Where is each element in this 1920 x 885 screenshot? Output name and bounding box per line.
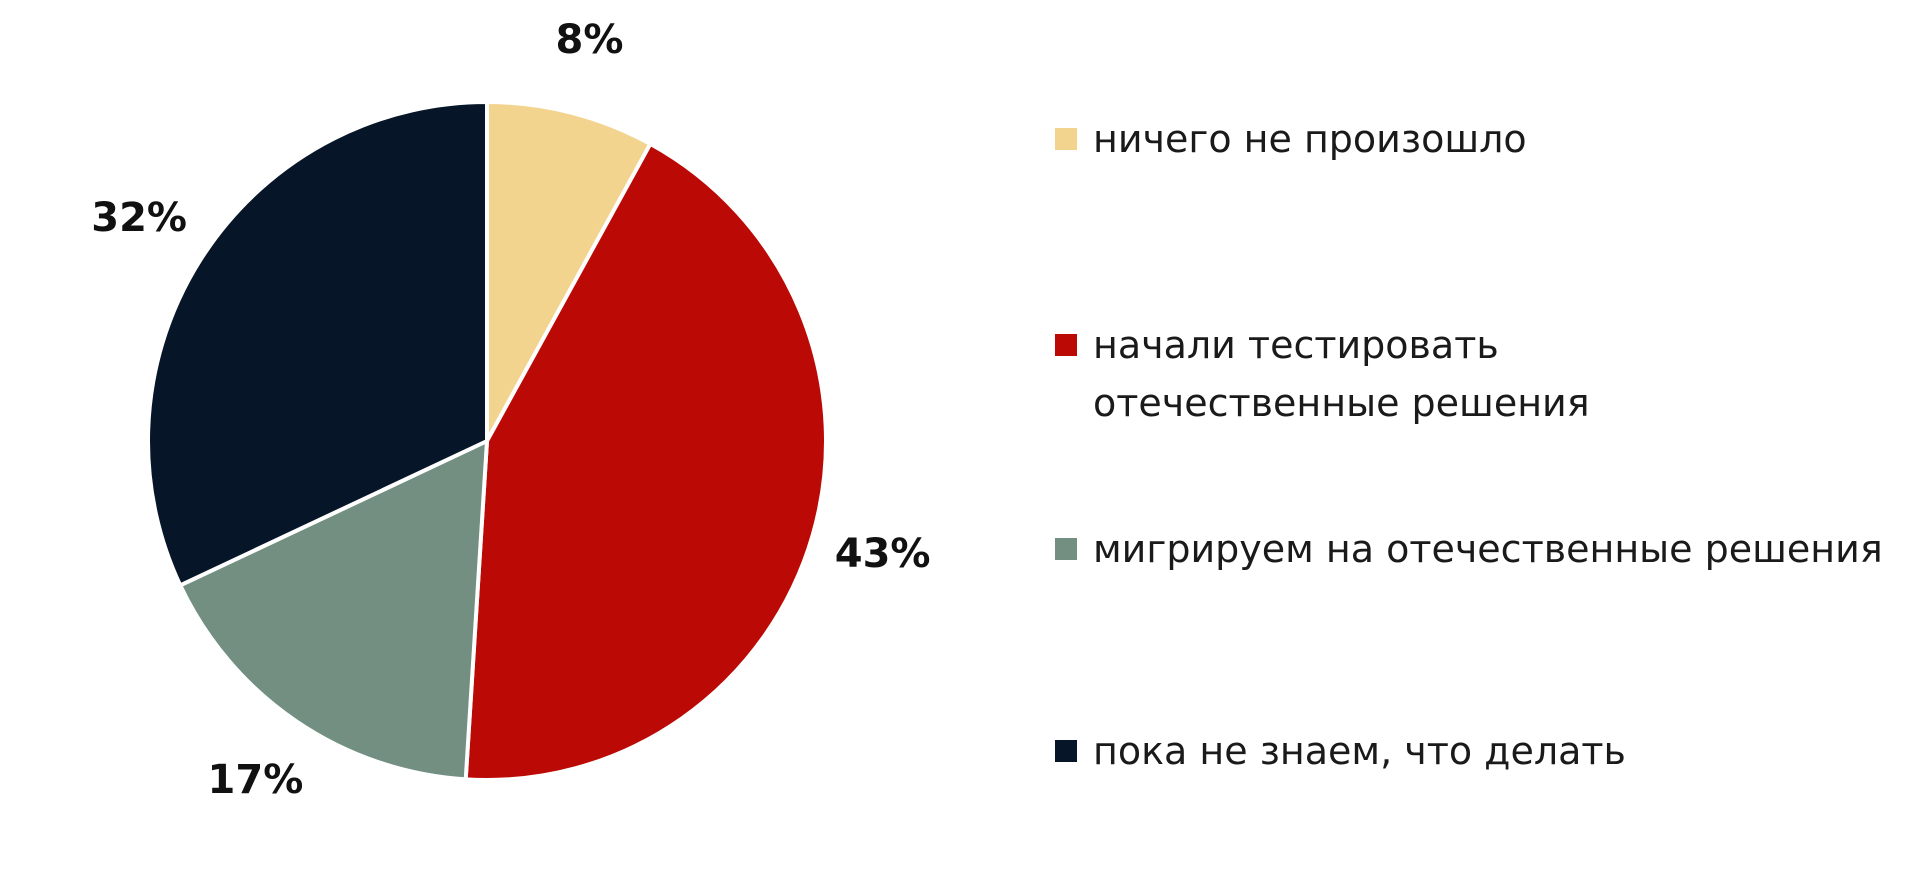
legend-swatch: [1055, 538, 1077, 560]
legend-label: пока не знаем, что делать: [1093, 729, 1626, 773]
pie-slice: [146, 100, 489, 588]
legend-swatch: [1055, 128, 1077, 150]
legend-item: начали тестировать отечественные решения: [1055, 316, 1653, 432]
pie-slice: [178, 439, 489, 782]
legend-label: начали тестировать отечественные решения: [1093, 323, 1590, 425]
legend-item: пока не знаем, что делать: [1055, 722, 1626, 780]
pie-slice: [485, 100, 653, 443]
value-label: 32%: [91, 195, 187, 241]
value-label: 8%: [555, 17, 623, 63]
legend-item: мигрируем на отечественные решения: [1055, 520, 1883, 578]
value-label: 17%: [208, 757, 304, 803]
legend-label: мигрируем на отечественные решения: [1093, 527, 1883, 571]
legend-label: ничего не произошло: [1093, 117, 1527, 161]
legend-item: ничего не произошло: [1055, 110, 1527, 168]
legend-swatch: [1055, 740, 1077, 762]
pie-slice: [463, 141, 828, 782]
value-label: 43%: [835, 531, 931, 577]
legend-swatch: [1055, 334, 1077, 356]
